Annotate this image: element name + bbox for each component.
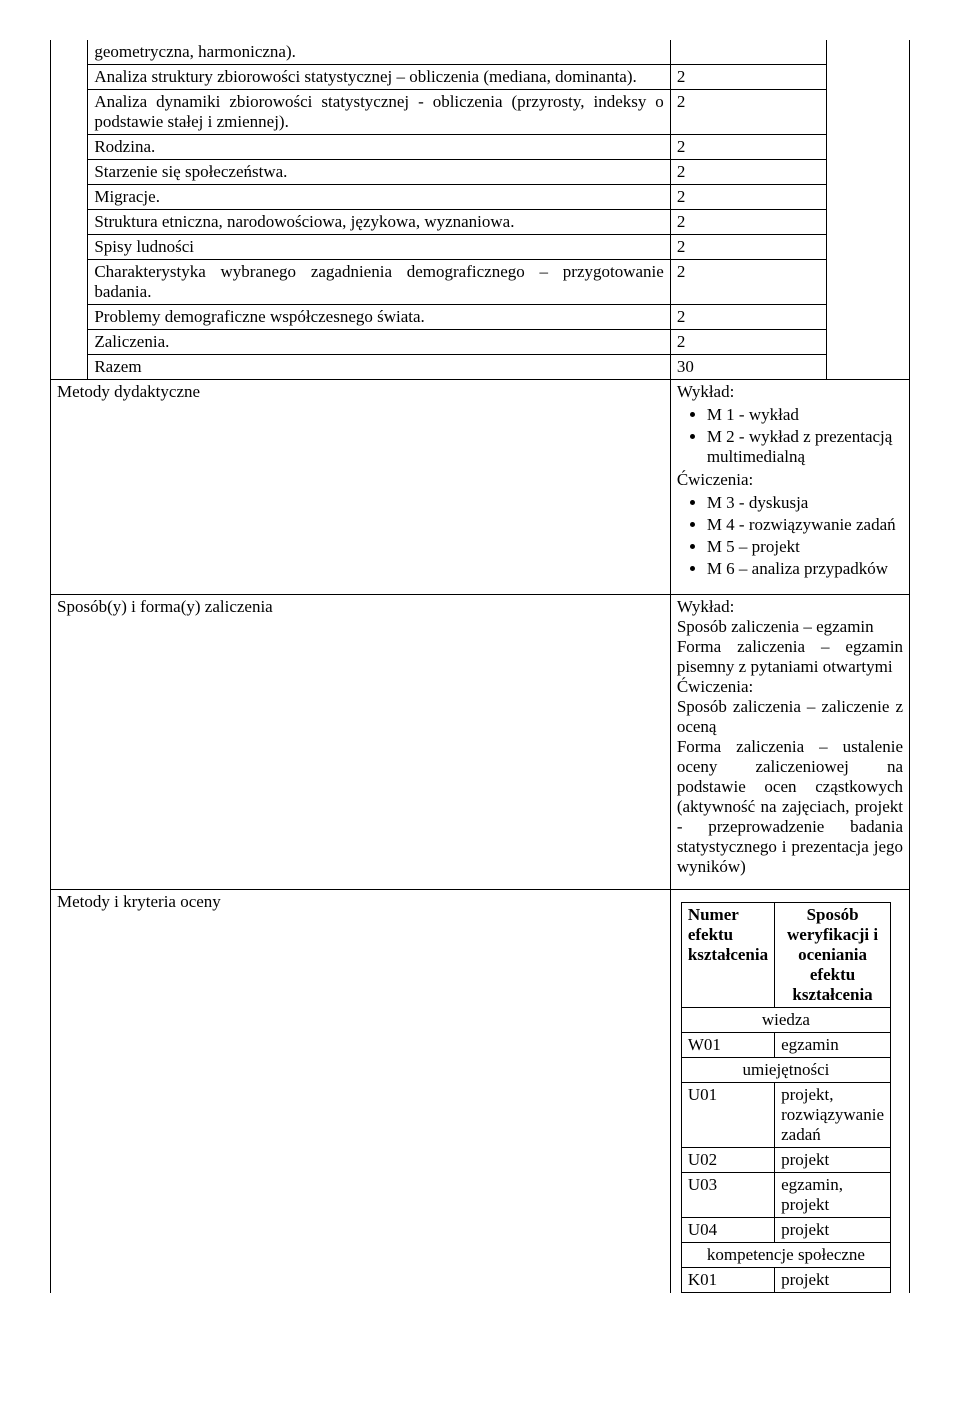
effects-table: Numer efektu kształcenia Sposób weryfika… [681,902,891,1293]
topic-desc: Analiza struktury zbiorowości statystycz… [88,65,670,90]
topics-table: geometryczna, harmoniczna). Analiza stru… [50,40,910,1293]
topic-desc: Rodzina. [88,135,670,160]
topic-hours: 2 [670,135,826,160]
effect-method: projekt [775,1268,891,1293]
effect-code: U01 [681,1083,774,1148]
effect-code: K01 [681,1268,774,1293]
effects-category: kompetencje społeczne [681,1243,890,1268]
topic-desc: Struktura etniczna, narodowościowa, języ… [88,210,670,235]
cwiczenia-heading: Ćwiczenia: [677,470,903,490]
sposob-line: Forma zaliczenia – egzamin pisemny z pyt… [677,637,903,677]
topic-desc: Zaliczenia. [88,330,670,355]
kryteria-content: Numer efektu kształcenia Sposób weryfika… [670,890,909,1294]
wyklad-list: M 1 - wykład M 2 - wykład z prezentacją … [707,404,903,468]
right-margin-cell [826,40,909,380]
topic-hours: 2 [670,260,826,305]
topic-hours: 2 [670,235,826,260]
effect-method: projekt [775,1148,891,1173]
metody-label: Metody dydaktyczne [51,380,671,595]
effect-method: egzamin [775,1033,891,1058]
metody-content: Wykład: M 1 - wykład M 2 - wykład z prez… [670,380,909,595]
topic-hours: 30 [670,355,826,380]
topic-desc: geometryczna, harmoniczna). [88,40,670,65]
topic-desc: Migracje. [88,185,670,210]
topic-hours: 2 [670,90,826,135]
list-item: M 6 – analiza przypadków [707,558,903,580]
effect-method: projekt [775,1218,891,1243]
sposob-line: Ćwiczenia: [677,677,903,697]
effect-code: W01 [681,1033,774,1058]
kryteria-label: Metody i kryteria oceny [51,890,671,1294]
list-item: M 2 - wykład z prezentacją multimedialną [707,426,903,468]
sposob-label: Sposób(y) i forma(y) zaliczenia [51,595,671,890]
effects-category: wiedza [681,1008,890,1033]
topic-desc: Problemy demograficzne współczesnego świ… [88,305,670,330]
topic-desc: Analiza dynamiki zbiorowości statystyczn… [88,90,670,135]
topic-hours: 2 [670,65,826,90]
effect-code: U04 [681,1218,774,1243]
topic-hours: 2 [670,185,826,210]
effect-code: U02 [681,1148,774,1173]
topic-hours: 2 [670,210,826,235]
topic-desc: Charakterystyka wybranego zagadnienia de… [88,260,670,305]
topic-hours: 2 [670,330,826,355]
topic-hours: 2 [670,305,826,330]
list-item: M 4 - rozwiązywanie zadań [707,514,903,536]
effects-category: umiejętności [681,1058,890,1083]
left-margin-cell [51,40,88,380]
topic-desc: Spisy ludności [88,235,670,260]
sposob-line: Wykład: [677,597,903,617]
sposob-line: Sposób zaliczenia – zaliczenie z oceną [677,697,903,737]
list-item: M 1 - wykład [707,404,903,426]
effects-header-code: Numer efektu kształcenia [681,903,774,1008]
topic-hours [670,40,826,65]
effect-method: projekt, rozwiązywanie zadań [775,1083,891,1148]
effects-header-method: Sposób weryfikacji i oceniania efektu ks… [775,903,891,1008]
effect-method: egzamin, projekt [775,1173,891,1218]
list-item: M 5 – projekt [707,536,903,558]
effect-code: U03 [681,1173,774,1218]
sposob-line: Sposób zaliczenia – egzamin [677,617,903,637]
cwiczenia-list: M 3 - dyskusja M 4 - rozwiązywanie zadań… [707,492,903,580]
topic-desc: Starzenie się społeczeństwa. [88,160,670,185]
list-item: M 3 - dyskusja [707,492,903,514]
topic-desc: Razem [88,355,670,380]
sposob-content: Wykład: Sposób zaliczenia – egzamin Form… [670,595,909,890]
sposob-line: Forma zaliczenia – ustalenie oceny zalic… [677,737,903,877]
topic-hours: 2 [670,160,826,185]
wyklad-heading: Wykład: [677,382,903,402]
